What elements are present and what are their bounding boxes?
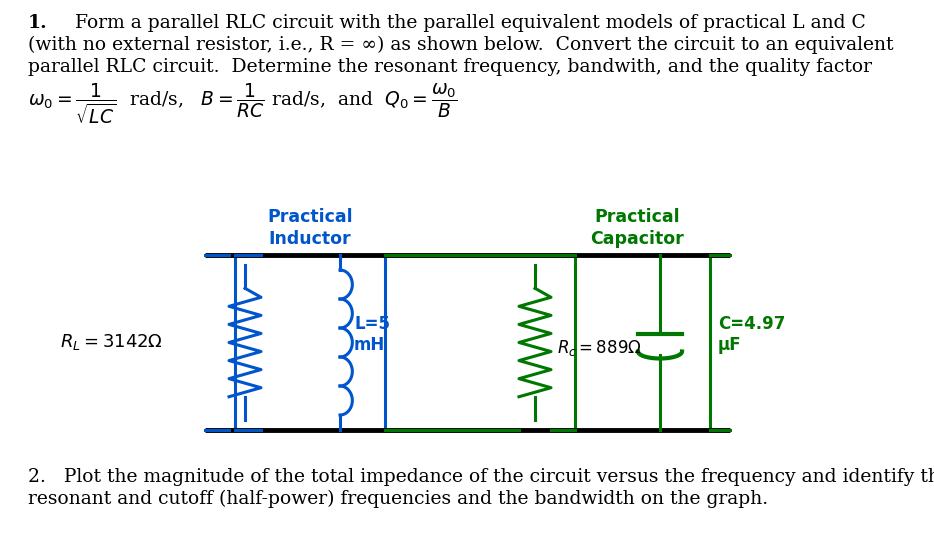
Text: C=4.97
μF: C=4.97 μF (718, 315, 785, 354)
Text: parallel RLC circuit.  Determine the resonant frequency, bandwith, and the quali: parallel RLC circuit. Determine the reso… (28, 58, 872, 76)
Text: $R_L = 3142\Omega$: $R_L = 3142\Omega$ (60, 333, 163, 353)
Text: 2.   Plot the magnitude of the total impedance of the circuit versus the frequen: 2. Plot the magnitude of the total imped… (28, 468, 934, 486)
Text: Form a parallel RLC circuit with the parallel equivalent models of practical L a: Form a parallel RLC circuit with the par… (75, 14, 866, 32)
Text: (with no external resistor, i.e., R = ∞) as shown below.  Convert the circuit to: (with no external resistor, i.e., R = ∞)… (28, 36, 894, 54)
Text: 1.: 1. (28, 14, 48, 32)
Text: $R_c = 889\Omega$: $R_c = 889\Omega$ (557, 338, 642, 358)
Text: Practical
Inductor: Practical Inductor (267, 208, 353, 248)
Text: resonant and cutoff (half-power) frequencies and the bandwidth on the graph.: resonant and cutoff (half-power) frequen… (28, 490, 768, 508)
Text: $\omega_0 = \dfrac{1}{\sqrt{LC}}$  rad/s,   $B = \dfrac{1}{RC}$ rad/s,  and  $Q_: $\omega_0 = \dfrac{1}{\sqrt{LC}}$ rad/s,… (28, 82, 458, 126)
Text: L=5
mH: L=5 mH (354, 315, 390, 354)
Text: Practical
Capacitor: Practical Capacitor (590, 208, 684, 248)
